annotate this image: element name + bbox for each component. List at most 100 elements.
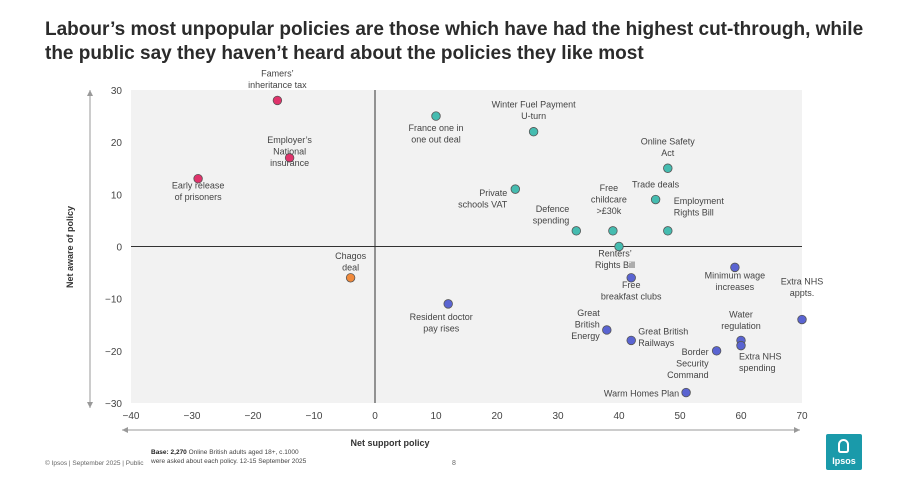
scatter-point: [711, 346, 722, 356]
point-label-line: France one in: [408, 123, 463, 133]
point-label-line: of prisoners: [175, 192, 223, 202]
x-tick-label: 70: [796, 411, 808, 422]
scatter-point: [510, 184, 521, 194]
point-label-line: Trade deals: [632, 180, 680, 190]
point-label-line: Resident doctor: [410, 312, 473, 322]
y-tick-label: 0: [116, 243, 122, 254]
y-tick-label: 30: [111, 86, 123, 97]
ipsos-logo: Ipsos: [826, 434, 862, 470]
point-label-line: Private: [479, 188, 507, 198]
x-tick-label: 40: [613, 411, 625, 422]
scatter-point: [663, 163, 673, 173]
point-label: Extra NHS appts.: [781, 277, 824, 299]
scatter-point: [650, 194, 661, 205]
point-label-line: Command: [667, 370, 709, 380]
point-label-line: childcare: [591, 194, 627, 204]
point-label-line: Employment: [674, 196, 725, 206]
point-label-line: Defence: [536, 204, 570, 214]
point-label-line: Railways: [638, 338, 675, 348]
point-label: Resident doctor pay rises: [410, 312, 473, 334]
scatter-point: [431, 111, 441, 121]
point-label: Water regulation: [721, 309, 761, 331]
point-label-line: Water: [729, 309, 753, 319]
point-label-line: Early release: [172, 181, 225, 191]
point-label: Extra NHS spending: [739, 352, 782, 374]
point-label-line: Famers’: [261, 68, 294, 78]
base-text-1: Online British adults aged 18+, c.1000: [188, 449, 299, 456]
point-label-line: Warm Homes Plan: [604, 389, 679, 399]
point-label: Great British Railways: [638, 326, 688, 348]
page-number: 8: [452, 460, 456, 467]
point-label-line: Renters’: [598, 249, 632, 259]
x-axis-label: Net support policy: [350, 438, 429, 448]
point-label-line: Winter Fuel Payment: [492, 100, 577, 110]
point-label-line: Free: [600, 183, 619, 193]
point-label-line: Energy: [571, 331, 600, 341]
scatter-point: [193, 173, 203, 184]
point-label: Defence spending: [533, 204, 570, 226]
scatter-point: [345, 273, 356, 283]
point-label-line: spending: [533, 215, 570, 225]
point-label-line: one out deal: [411, 135, 461, 145]
point-label-line: breakfast clubs: [601, 291, 662, 301]
scatter-point: [797, 314, 807, 325]
point-label: Trade deals: [632, 180, 680, 190]
x-tick-label: 0: [372, 411, 378, 422]
point-label-line: Online Safety: [641, 136, 696, 146]
point-label-line: increases: [716, 282, 755, 292]
x-tick-label: −30: [184, 411, 201, 422]
point-label: Employment Rights Bill: [674, 196, 725, 218]
point-label-line: regulation: [721, 321, 761, 331]
point-label: Employer’s National insurance: [267, 135, 312, 168]
point-label: France one in one out deal: [408, 123, 463, 145]
point-label: Free childcare >£30k: [591, 183, 627, 216]
point-label: Free breakfast clubs: [601, 280, 662, 302]
y-arrow-down-icon: [87, 402, 93, 408]
scatter-point: [663, 226, 673, 236]
y-tick-label: −10: [105, 295, 122, 306]
point-label: Winter Fuel Payment U-turn: [492, 100, 577, 122]
point-label-line: insurance: [270, 158, 309, 168]
x-tick-label: 30: [552, 411, 564, 422]
point-label: Minimum wage increases: [705, 270, 766, 292]
point-label: Renters’ Rights Bill: [595, 249, 635, 271]
x-tick-label: −10: [306, 411, 323, 422]
point-label-line: Rights Bill: [595, 260, 635, 270]
x-tick-label: −20: [245, 411, 262, 422]
point-label-line: National: [273, 146, 306, 156]
point-label-line: spending: [739, 363, 776, 373]
base-label: Base:: [151, 449, 169, 456]
scatter-point: [602, 325, 612, 335]
y-tick-label: 10: [111, 190, 123, 201]
point-label-line: U-turn: [521, 111, 546, 121]
scatter-point: [730, 262, 740, 273]
y-axis-label: Net aware of policy: [65, 206, 75, 288]
point-label: Online Safety Act: [641, 136, 696, 158]
point-label: Chagos deal: [335, 251, 367, 273]
y-arrow-up-icon: [87, 90, 93, 96]
point-label-line: Security: [676, 358, 709, 368]
point-label-line: inheritance tax: [248, 80, 307, 90]
logo-text: Ipsos: [832, 456, 856, 466]
point-label-line: Rights Bill: [674, 207, 714, 217]
point-label-line: Employer’s: [267, 135, 312, 145]
point-label-line: Free: [622, 280, 641, 290]
point-label: Early release of prisoners: [172, 181, 225, 203]
footer-base-note: Base: 2,270 Online British adults aged 1…: [151, 448, 306, 466]
point-label: Border Security Command: [667, 347, 709, 380]
point-label-line: >£30k: [597, 206, 622, 216]
point-label: Great British Energy: [571, 308, 600, 341]
y-tick-label: −30: [105, 399, 122, 410]
point-label: Private schools VAT: [458, 188, 508, 210]
point-label-line: British: [575, 319, 600, 329]
scatter-point: [284, 153, 295, 163]
x-tick-label: −40: [123, 411, 140, 422]
base-text-2: were asked about each policy. 12-15 Sept…: [151, 458, 307, 465]
x-tick-label: 20: [491, 411, 503, 422]
point-label-line: appts.: [790, 288, 815, 298]
scatter-point: [626, 273, 636, 283]
scatter-point: [443, 299, 453, 309]
scatter-point: [681, 387, 691, 398]
scatter-point: [272, 95, 283, 106]
